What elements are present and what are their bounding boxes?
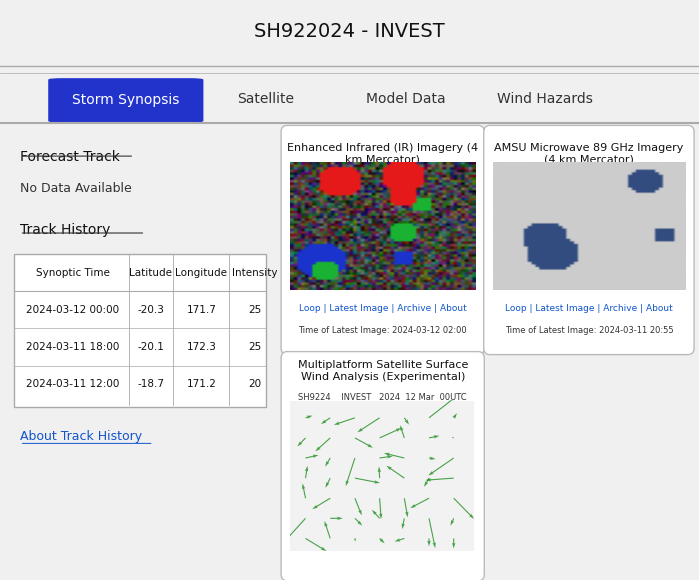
Text: Wind Hazards: Wind Hazards — [497, 92, 593, 106]
FancyBboxPatch shape — [49, 79, 203, 122]
Text: Loop | Latest Image | Archive | About: Loop | Latest Image | Archive | About — [505, 304, 672, 313]
FancyBboxPatch shape — [281, 351, 484, 580]
Text: No Data Available: No Data Available — [20, 182, 131, 195]
Text: 25: 25 — [248, 342, 261, 352]
Text: Time of Latest Image: 2024-03-11 20:55: Time of Latest Image: 2024-03-11 20:55 — [505, 326, 673, 335]
Text: Forecast Track: Forecast Track — [20, 150, 120, 164]
FancyBboxPatch shape — [281, 125, 484, 354]
Text: Track History: Track History — [20, 223, 110, 237]
Text: SH922024 - INVEST: SH922024 - INVEST — [254, 22, 445, 41]
Text: 172.3: 172.3 — [187, 342, 216, 352]
Text: Longitude: Longitude — [175, 268, 227, 278]
Text: 171.7: 171.7 — [187, 305, 216, 315]
Text: Satellite: Satellite — [237, 92, 294, 106]
Text: Model Data: Model Data — [366, 92, 445, 106]
Text: About Track History: About Track History — [20, 430, 142, 443]
Text: 25: 25 — [248, 305, 261, 315]
Text: Time of Latest Image: 2024-03-12 02:00: Time of Latest Image: 2024-03-12 02:00 — [298, 326, 467, 335]
Text: Loop | Latest Image | Archive | About: Loop | Latest Image | Archive | About — [299, 304, 466, 313]
Text: Enhanced Infrared (IR) Imagery (4
km Mercator): Enhanced Infrared (IR) Imagery (4 km Mer… — [287, 143, 478, 165]
FancyBboxPatch shape — [484, 125, 694, 354]
Text: Synoptic Time: Synoptic Time — [36, 268, 110, 278]
Text: SH9224    INVEST   2024  12 Mar  00UTC: SH9224 INVEST 2024 12 Mar 00UTC — [298, 393, 467, 403]
Text: 2024-03-11 18:00: 2024-03-11 18:00 — [26, 342, 120, 352]
Text: -18.7: -18.7 — [138, 379, 164, 389]
Text: Latitude: Latitude — [129, 268, 173, 278]
Text: -20.3: -20.3 — [138, 305, 164, 315]
Text: 20: 20 — [248, 379, 261, 389]
Text: 2024-03-11 12:00: 2024-03-11 12:00 — [26, 379, 120, 389]
Text: Storm Synopsis: Storm Synopsis — [72, 93, 180, 107]
Text: Multiplatform Satellite Surface
Wind Analysis (Experimental): Multiplatform Satellite Surface Wind Ana… — [298, 360, 468, 382]
Bar — [14, 254, 266, 407]
Text: Intensity: Intensity — [231, 268, 278, 278]
Text: 171.2: 171.2 — [187, 379, 216, 389]
Text: AMSU Microwave 89 GHz Imagery
(4 km Mercator): AMSU Microwave 89 GHz Imagery (4 km Merc… — [494, 143, 684, 165]
Text: -20.1: -20.1 — [138, 342, 164, 352]
Text: 2024-03-12 00:00: 2024-03-12 00:00 — [26, 305, 120, 315]
